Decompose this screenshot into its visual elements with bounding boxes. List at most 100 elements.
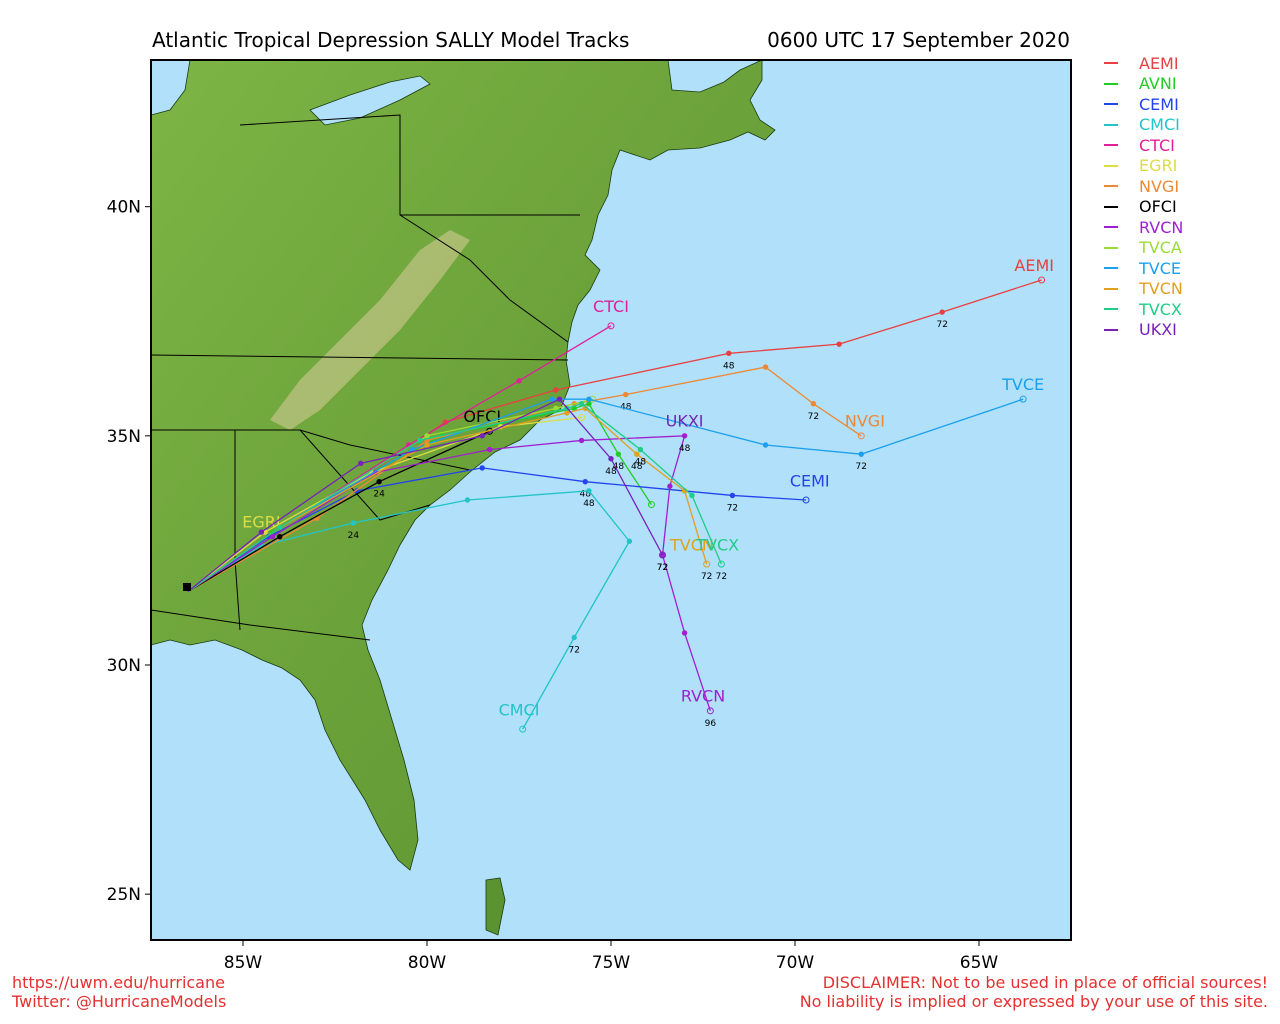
track-point <box>582 478 588 485</box>
forecast-hour-label: 72 <box>727 503 738 513</box>
track-line <box>187 490 631 730</box>
track-point <box>647 501 655 509</box>
legend-item-tvcn: TVCN <box>1104 279 1183 300</box>
forecast-hour-label: 72 <box>657 563 668 573</box>
footer-twitter: Twitter: @HurricaneModels <box>12 992 227 1011</box>
track-ukxi: 48 72 UKXI <box>187 396 704 593</box>
disclaimer-line-2: No liability is implied or expressed by … <box>799 992 1268 1011</box>
track-point <box>1019 395 1027 403</box>
track-point <box>667 483 673 489</box>
track-end-label: AEMI <box>1014 256 1054 275</box>
track-end-label: UKXI <box>666 412 704 431</box>
track-point <box>578 401 585 407</box>
track-point <box>681 630 688 636</box>
track-point <box>681 433 688 439</box>
track-nvgi: 48 72 NVGI <box>187 364 885 593</box>
legend-item-rvcn: RVCN <box>1104 217 1183 238</box>
legend-item-cemi: CEMI <box>1104 94 1183 115</box>
lat-tick-label: 35N <box>107 427 141 447</box>
forecast-hour-label: 72 <box>657 563 668 573</box>
legend-item-tvcx: TVCX <box>1104 299 1183 320</box>
track-end-label: OFCI <box>463 407 501 426</box>
track-cmci: 24 48 72 CMCI <box>187 488 633 733</box>
legend-item-egri: EGRI <box>1104 156 1183 177</box>
track-point <box>762 364 769 370</box>
track-point <box>464 497 471 503</box>
track-point <box>416 437 423 444</box>
track-point <box>615 451 622 457</box>
track-point <box>519 725 527 733</box>
footer-url[interactable]: https://uwm.edu/hurricane <box>12 973 225 992</box>
legend-label: AEMI <box>1139 53 1179 73</box>
lat-tick-label: 40N <box>107 198 141 218</box>
legend-swatch <box>1104 308 1118 311</box>
track-point <box>277 533 283 540</box>
track-point <box>424 442 430 448</box>
track-point <box>810 401 817 407</box>
legend-label: CMCI <box>1139 115 1180 135</box>
legend-swatch <box>1104 62 1118 65</box>
forecast-hour-label: 48 <box>583 499 595 509</box>
track-point <box>486 446 493 453</box>
forecast-hour-label: 48 <box>679 444 691 454</box>
forecast-hour-label: 48 <box>723 361 735 371</box>
cuba-island <box>485 877 506 936</box>
track-point <box>556 396 563 402</box>
track-point <box>717 560 725 568</box>
legend-label: TVCA <box>1139 238 1182 258</box>
lon-tick-label: 80W <box>408 953 447 973</box>
track-point <box>858 451 864 457</box>
track-point <box>479 433 485 439</box>
forecast-hour-label: 24 <box>373 490 385 500</box>
legend-swatch <box>1104 123 1118 126</box>
legend-swatch <box>1104 164 1118 167</box>
legend-swatch <box>1104 103 1118 106</box>
track-point <box>726 350 732 357</box>
legend-item-aemi: AEMI <box>1104 53 1183 74</box>
track-point <box>637 446 644 453</box>
legend-item-ctci: CTCI <box>1104 135 1183 156</box>
track-end-label: TVCN <box>669 535 714 554</box>
forecast-hour-label: 48 <box>620 403 632 413</box>
track-point <box>623 391 629 398</box>
lon-tick-label: 85W <box>224 953 263 973</box>
track-end-label: TVCE <box>1001 375 1044 394</box>
legend-swatch <box>1104 246 1118 249</box>
forecast-hour-label: 72 <box>701 572 712 582</box>
legend-swatch <box>1104 205 1118 208</box>
track-point <box>706 707 714 715</box>
legend-label: RVCN <box>1139 217 1184 237</box>
track-point <box>659 551 667 559</box>
track-point <box>564 410 570 416</box>
track-point <box>703 560 711 568</box>
legend-swatch <box>1104 226 1118 229</box>
track-point <box>634 451 640 457</box>
track-end-label: CMCI <box>499 700 540 719</box>
track-line <box>187 435 711 712</box>
forecast-hour-label: 48 <box>635 458 647 468</box>
track-line <box>187 430 490 593</box>
lake-erie <box>309 75 431 126</box>
legend-label: CEMI <box>1139 94 1179 114</box>
track-line <box>187 366 862 593</box>
footer-credits: https://uwm.edu/hurricane Twitter: @Hurr… <box>12 973 226 1011</box>
legend-label: TVCN <box>1139 279 1183 299</box>
track-point <box>608 456 614 462</box>
lat-tick-label: 30N <box>107 656 141 676</box>
track-point <box>258 529 265 535</box>
disclaimer-line-1: DISCLAIMER: Not to be used in place of o… <box>822 973 1268 992</box>
forecast-hour-label: 72 <box>716 572 727 582</box>
track-point <box>1038 276 1046 284</box>
track-end-label: CEMI <box>790 471 830 490</box>
track-point <box>586 488 592 494</box>
map-title: Atlantic Tropical Depression SALLY Model… <box>152 28 630 52</box>
appalachian-highlands <box>270 230 470 430</box>
track-tvcx: 48 72 TVCX <box>187 401 739 593</box>
legend-swatch <box>1104 144 1118 147</box>
initial-position-marker <box>183 583 191 591</box>
track-point <box>586 396 592 402</box>
legend-label: TVCE <box>1139 258 1181 278</box>
track-point <box>479 465 485 471</box>
legend-item-cmci: CMCI <box>1104 115 1183 136</box>
track-end-label: EGRI <box>242 513 280 532</box>
